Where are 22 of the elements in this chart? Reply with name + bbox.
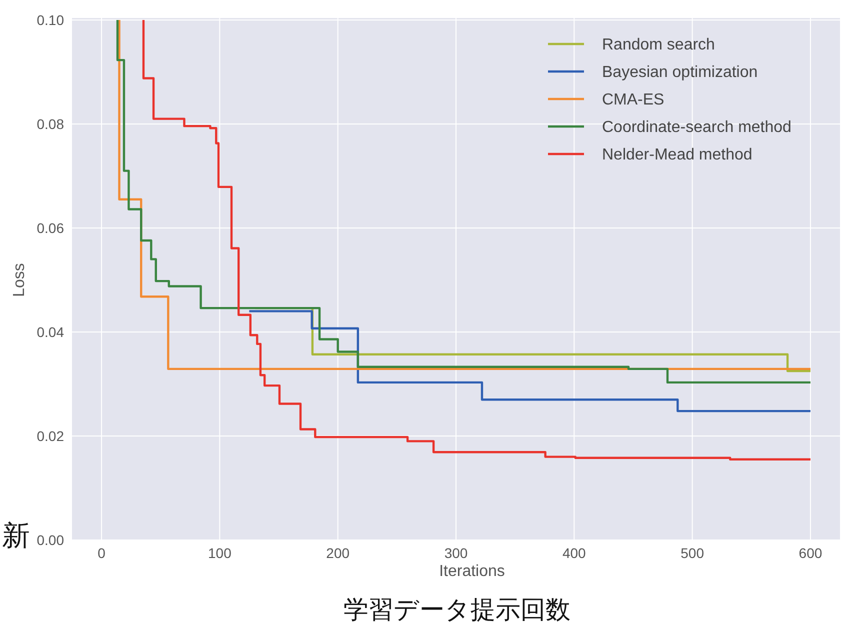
x-tick-label: 600 — [798, 545, 822, 561]
y-tick-label: 0.10 — [36, 12, 64, 28]
x-tick-label: 200 — [326, 545, 350, 561]
text: 新 — [2, 520, 30, 551]
text: 学習データ提示回数 — [344, 596, 570, 624]
y-tick-label: 0.04 — [36, 324, 64, 340]
x-tick-label: 300 — [444, 545, 468, 561]
y-axis-title: Loss — [11, 263, 28, 297]
legend-label: Random search — [602, 36, 715, 54]
legend-label: Bayesian optimization — [602, 64, 758, 82]
x-tick-label: 500 — [680, 545, 704, 561]
legend-label: CMA-ES — [602, 92, 664, 109]
x-tick-label: 400 — [562, 545, 586, 561]
y-tick-label: 0.02 — [36, 428, 64, 444]
legend-label: Coordinate-search method — [602, 119, 792, 136]
y-tick-label: 0.06 — [36, 220, 64, 236]
legend-label: Nelder-Mead method — [602, 146, 752, 164]
x-tick-label: 0 — [98, 545, 106, 561]
y-tick-label: 0.00 — [36, 532, 64, 548]
x-axis-title: Iterations — [439, 563, 505, 580]
x-tick-label: 100 — [208, 545, 232, 561]
y-tick-label: 0.08 — [36, 116, 64, 132]
